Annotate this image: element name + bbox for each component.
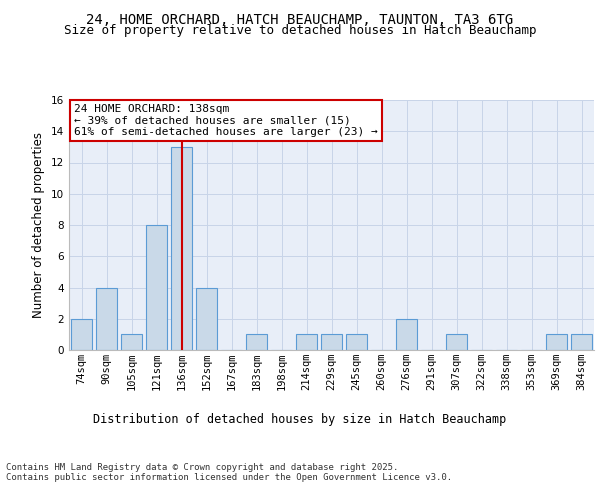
Text: Contains HM Land Registry data © Crown copyright and database right 2025.
Contai: Contains HM Land Registry data © Crown c…: [6, 462, 452, 482]
Bar: [246, 334, 267, 350]
Text: Size of property relative to detached houses in Hatch Beauchamp: Size of property relative to detached ho…: [64, 24, 536, 37]
Bar: [571, 334, 592, 350]
Bar: [196, 288, 217, 350]
Bar: [346, 334, 367, 350]
Bar: [296, 334, 317, 350]
Bar: [96, 288, 117, 350]
Text: Distribution of detached houses by size in Hatch Beauchamp: Distribution of detached houses by size …: [94, 412, 506, 426]
Bar: [546, 334, 567, 350]
Bar: [146, 225, 167, 350]
Y-axis label: Number of detached properties: Number of detached properties: [32, 132, 46, 318]
Bar: [396, 319, 417, 350]
Text: 24 HOME ORCHARD: 138sqm
← 39% of detached houses are smaller (15)
61% of semi-de: 24 HOME ORCHARD: 138sqm ← 39% of detache…: [74, 104, 378, 137]
Bar: [446, 334, 467, 350]
Text: 24, HOME ORCHARD, HATCH BEAUCHAMP, TAUNTON, TA3 6TG: 24, HOME ORCHARD, HATCH BEAUCHAMP, TAUNT…: [86, 12, 514, 26]
Bar: [71, 319, 92, 350]
Bar: [321, 334, 342, 350]
Bar: [121, 334, 142, 350]
Bar: [171, 147, 192, 350]
